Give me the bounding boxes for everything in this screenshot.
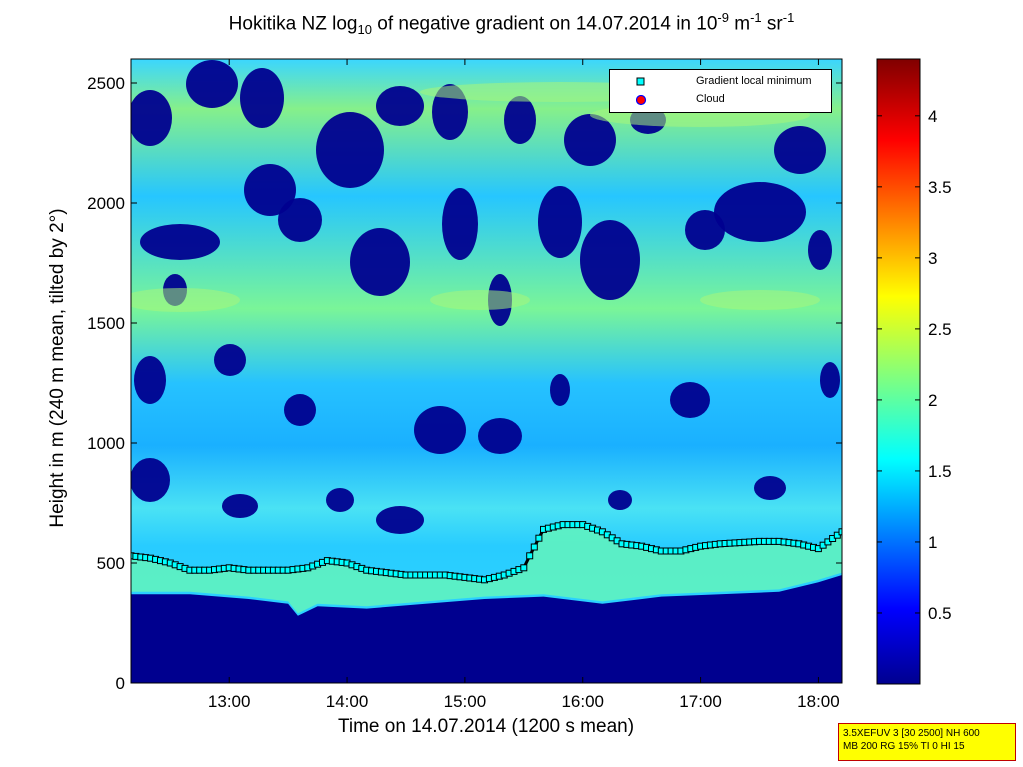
- low-gradient-patch: [442, 188, 478, 260]
- info-line-1: 3.5XEFUV 3 [30 2500] NH 600: [843, 728, 980, 739]
- y-tick-label: 1500: [87, 314, 125, 333]
- info-line-2: MB 200 RG 15% TI 0 HI 15: [843, 741, 965, 752]
- low-gradient-patch: [538, 186, 582, 258]
- low-gradient-patch: [376, 86, 424, 126]
- y-axis-label: Height in m (240 m mean, tilted by 2°): [47, 208, 68, 528]
- colorbar: 0.5 1 1.5 2 2.5 3 3.5 4: [876, 58, 952, 685]
- low-gradient-patch: [316, 112, 384, 188]
- low-gradient-patch: [240, 68, 284, 128]
- x-tick-label: 18:00: [797, 692, 840, 711]
- title-text-e: m: [728, 13, 751, 35]
- low-gradient-patch: [414, 406, 466, 454]
- colorbar-scale: [876, 58, 921, 685]
- low-gradient-patch: [504, 96, 536, 144]
- colorbar-tick-label: 1: [928, 533, 937, 552]
- gradient-minimum-marker: [526, 552, 534, 560]
- low-gradient-patch: [284, 394, 316, 426]
- title-sr-exponent: -1: [782, 10, 795, 25]
- low-gradient-patch: [820, 362, 840, 398]
- colorbar-tick-label: 3.5: [928, 178, 952, 197]
- legend-entry-gradient-minimum: Gradient local minimum: [610, 74, 831, 90]
- boundary-layer-band: [131, 528, 842, 614]
- legend-cloud-marker-icon: [636, 95, 647, 106]
- low-gradient-patch: [278, 198, 322, 242]
- gradient-minimum-marker: [838, 528, 842, 536]
- legend: Gradient local minimum Cloud: [609, 69, 832, 113]
- x-tick-label: 17:00: [679, 692, 722, 711]
- low-gradient-patch: [140, 224, 220, 260]
- title-text-g: sr: [761, 13, 783, 35]
- low-gradient-patch: [326, 488, 354, 512]
- high-gradient-zone: [131, 288, 240, 312]
- legend-label-cloud: Cloud: [696, 93, 725, 105]
- low-gradient-patch: [131, 458, 170, 502]
- axes: 0 500 1000 1500 2000 2500 13:00 14:00 15:00 16:00…: [87, 59, 842, 711]
- low-gradient-patch: [186, 60, 238, 108]
- plot-frame: [130, 58, 843, 684]
- colorbar-tick-label: 2.5: [928, 320, 952, 339]
- x-axis-label: Time on 14.07.2014 (1200 s mean): [337, 716, 635, 737]
- colorbar-tick-label: 1.5: [928, 462, 952, 481]
- low-gradient-patch: [350, 228, 410, 296]
- y-tick-label: 1000: [87, 434, 125, 453]
- title-exponent: -9: [717, 10, 729, 25]
- low-gradient-patch: [376, 506, 424, 534]
- colorbar-tick-label: 0.5: [928, 604, 952, 623]
- colorbar-tick-label: 3: [928, 249, 937, 268]
- legend-square-marker-icon: [636, 77, 645, 86]
- surface-layer: [131, 575, 842, 683]
- low-gradient-patch: [131, 90, 172, 146]
- low-gradient-patch: [214, 344, 246, 376]
- low-gradient-patch: [134, 356, 166, 404]
- processing-info-box: 3.5XEFUV 3 [30 2500] NH 600 MB 200 RG 15…: [838, 723, 1016, 761]
- low-gradient-patch: [754, 476, 786, 500]
- x-tick-label: 14:00: [326, 692, 369, 711]
- low-gradient-patch: [222, 494, 258, 518]
- low-gradient-patch: [478, 418, 522, 454]
- gradient-minimum-marker: [530, 543, 538, 551]
- gradient-minimum-marker: [535, 534, 543, 542]
- chart-title: Hokitika NZ log10 of negative gradient o…: [0, 10, 1023, 37]
- low-gradient-patch: [774, 126, 826, 174]
- legend-label-gradient-minimum: Gradient local minimum: [696, 75, 812, 87]
- x-tick-label: 16:00: [561, 692, 604, 711]
- low-gradient-patch: [670, 382, 710, 418]
- plot-area: [131, 59, 842, 683]
- gradient-minimum-marker: [520, 564, 528, 572]
- y-tick-label: 2500: [87, 74, 125, 93]
- low-gradient-patch: [714, 182, 806, 242]
- low-gradient-patch: [244, 164, 296, 216]
- colorbar-tick-label: 4: [928, 107, 937, 126]
- low-gradient-patch: [564, 114, 616, 166]
- low-gradient-patch: [808, 230, 832, 270]
- title-log-base: 10: [357, 22, 372, 38]
- x-tick-label: 15:00: [444, 692, 487, 711]
- title-m-exponent: -1: [750, 10, 762, 25]
- low-gradient-patch: [608, 490, 632, 510]
- low-gradient-patch: [580, 220, 640, 300]
- x-tick-label: 13:00: [208, 692, 251, 711]
- y-tick-label: 500: [97, 554, 125, 573]
- high-gradient-zone: [430, 290, 530, 310]
- y-tick-label: 0: [116, 674, 125, 693]
- title-text-a: Hokitika NZ log: [228, 13, 358, 35]
- colorbar-tick-label: 2: [928, 391, 937, 410]
- low-gradient-patch: [685, 210, 725, 250]
- title-text-c: of negative gradient on 14.07.2014 in 10: [371, 13, 718, 35]
- low-gradient-patch: [550, 374, 570, 406]
- high-gradient-zone: [700, 290, 820, 310]
- y-tick-label: 2000: [87, 194, 125, 213]
- legend-entry-cloud: Cloud: [610, 92, 831, 108]
